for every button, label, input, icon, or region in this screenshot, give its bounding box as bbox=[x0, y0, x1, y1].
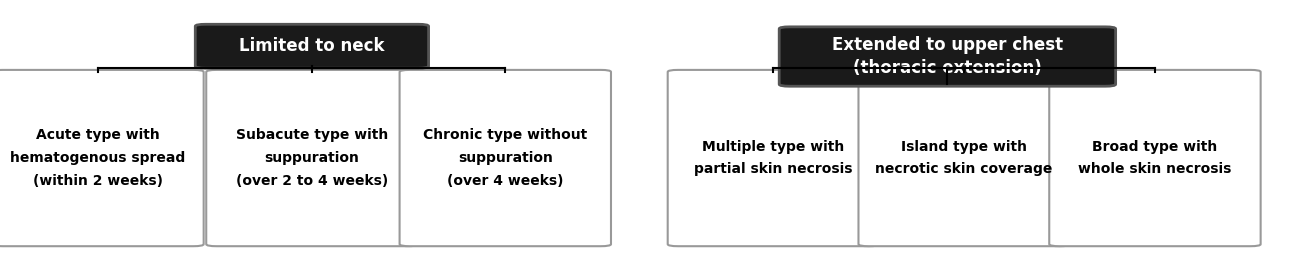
Text: Multiple type with
partial skin necrosis: Multiple type with partial skin necrosis bbox=[695, 140, 852, 177]
Text: Limited to neck: Limited to neck bbox=[240, 37, 384, 55]
FancyBboxPatch shape bbox=[0, 70, 204, 246]
FancyBboxPatch shape bbox=[858, 70, 1070, 246]
Text: Extended to upper chest
(thoracic extension): Extended to upper chest (thoracic extens… bbox=[831, 36, 1063, 77]
FancyBboxPatch shape bbox=[400, 70, 611, 246]
Text: Island type with
necrotic skin coverage: Island type with necrotic skin coverage bbox=[875, 140, 1053, 177]
FancyBboxPatch shape bbox=[668, 70, 879, 246]
Text: Chronic type without
suppuration
(over 4 weeks): Chronic type without suppuration (over 4… bbox=[423, 128, 588, 188]
FancyBboxPatch shape bbox=[206, 70, 418, 246]
FancyBboxPatch shape bbox=[1049, 70, 1261, 246]
FancyBboxPatch shape bbox=[779, 27, 1116, 86]
Text: Acute type with
hematogenous spread
(within 2 weeks): Acute type with hematogenous spread (wit… bbox=[10, 128, 186, 188]
Text: Subacute type with
suppuration
(over 2 to 4 weeks): Subacute type with suppuration (over 2 t… bbox=[236, 128, 388, 188]
Text: Broad type with
whole skin necrosis: Broad type with whole skin necrosis bbox=[1079, 140, 1231, 177]
FancyBboxPatch shape bbox=[195, 24, 428, 68]
